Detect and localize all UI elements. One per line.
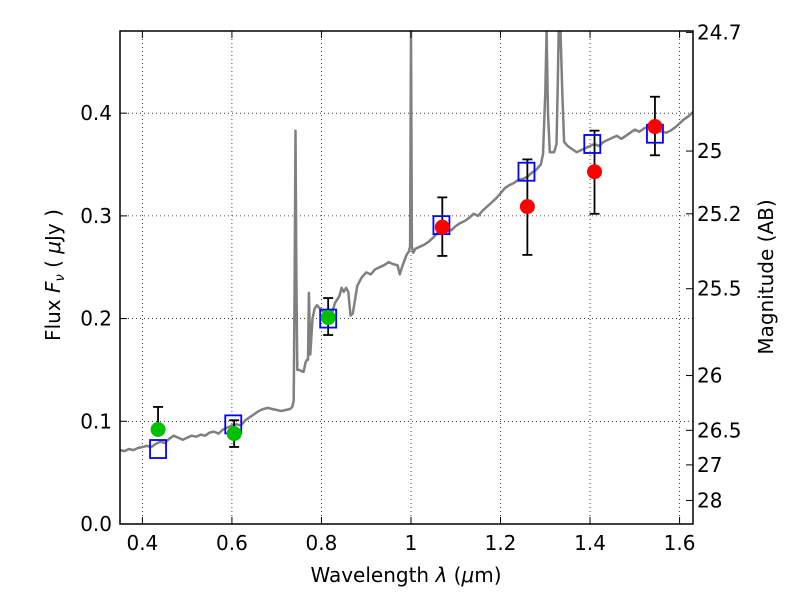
mag-tick-label: 27 bbox=[697, 453, 722, 477]
y2-axis-label: Magnitude (AB) bbox=[754, 199, 778, 354]
observed-point-green bbox=[150, 422, 166, 438]
x-tick-label: 0.6 bbox=[216, 531, 248, 555]
x-tick-label: 1.4 bbox=[574, 531, 606, 555]
mag-tick-label: 25.2 bbox=[697, 202, 742, 226]
observed-point-green bbox=[320, 310, 336, 326]
spectrum-layer bbox=[120, 31, 693, 453]
mag-tick-label: 25.5 bbox=[697, 277, 742, 301]
mag-tick-label: 26 bbox=[697, 364, 722, 388]
y-tick-label: 0.1 bbox=[80, 409, 112, 433]
y-tick-label: 0.0 bbox=[80, 512, 112, 536]
x-tick-label: 1 bbox=[405, 531, 418, 555]
x-tick-label: 1.2 bbox=[485, 531, 517, 555]
observed-point-red bbox=[647, 119, 663, 135]
mag-tick-label: 25 bbox=[697, 139, 722, 163]
x-tick-label: 0.4 bbox=[126, 531, 158, 555]
y-tick-label: 0.3 bbox=[80, 204, 112, 228]
model-point bbox=[149, 439, 167, 459]
x-tick-label: 1.6 bbox=[664, 531, 696, 555]
plot-frame bbox=[119, 30, 694, 525]
observed-point-red bbox=[434, 219, 450, 235]
model-point bbox=[517, 161, 536, 182]
observed-point-red bbox=[587, 164, 603, 180]
y-axis-label: Flux Fν ( μJy ) bbox=[41, 209, 68, 341]
observed-point-red bbox=[519, 199, 535, 215]
model-point bbox=[319, 308, 338, 329]
spectrum-line bbox=[120, 31, 693, 453]
y-tick-label: 0.4 bbox=[80, 101, 112, 125]
x-tick-label: 0.8 bbox=[306, 531, 338, 555]
mag-tick-label: 28 bbox=[697, 488, 722, 512]
grid bbox=[120, 31, 693, 525]
y-tick-label: 0.2 bbox=[80, 307, 112, 331]
axis-ticks: 0.4 0.6 0.8 1 1.2 1.4 1.6 0.0 0.1 0.2 0.3 0.4 24.7 25… bbox=[80, 20, 741, 555]
model-point bbox=[583, 134, 602, 154]
mag-tick-label: 26.5 bbox=[697, 418, 742, 442]
mag-tick-label: 24.7 bbox=[697, 20, 742, 44]
data-points bbox=[149, 119, 664, 459]
observed-point-green bbox=[226, 426, 242, 442]
x-axis-label: Wavelength λ (μm) bbox=[310, 563, 501, 587]
